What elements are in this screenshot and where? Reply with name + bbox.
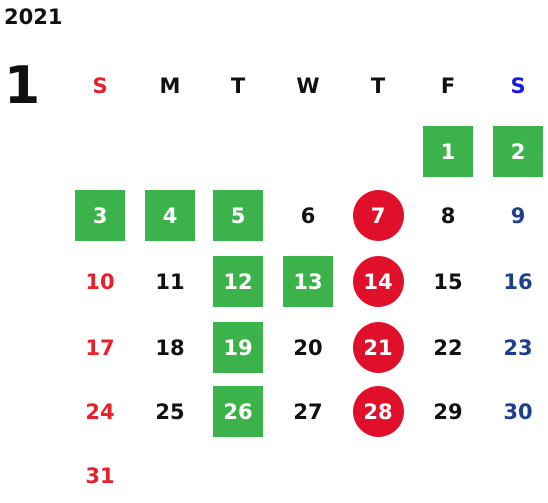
week-row: 24 25 26 27 28 29 30 (68, 386, 548, 438)
day-cell-5[interactable]: 5 (206, 190, 270, 242)
day-cell-8[interactable]: 8 (416, 190, 480, 242)
day-number: 6 (300, 204, 316, 228)
day-number: 8 (440, 204, 456, 228)
day-number: 22 (433, 336, 463, 360)
day-cell-12[interactable]: 12 (206, 256, 270, 308)
day-number: 12 (223, 270, 253, 294)
day-number: 26 (223, 400, 253, 424)
day-number: 2 (510, 140, 526, 164)
day-number: 19 (223, 336, 253, 360)
day-cell-16[interactable]: 16 (486, 256, 548, 308)
day-number: 10 (85, 270, 115, 294)
day-number: 29 (433, 400, 463, 424)
day-cell-17[interactable]: 17 (68, 322, 132, 374)
day-cell-21[interactable]: 21 (346, 322, 410, 374)
day-number: 3 (92, 204, 108, 228)
month-label: 1 (4, 56, 41, 116)
day-cell-1[interactable]: 1 (416, 126, 480, 178)
day-cell-28[interactable]: 28 (346, 386, 410, 438)
day-number: 13 (293, 270, 323, 294)
day-cell-26[interactable]: 26 (206, 386, 270, 438)
day-number: 21 (363, 336, 393, 360)
weekday-label: S (510, 74, 526, 98)
day-cell-11[interactable]: 11 (138, 256, 202, 308)
day-cell-9[interactable]: 9 (486, 190, 548, 242)
day-number: 4 (162, 204, 178, 228)
weekday-label: S (92, 74, 108, 98)
week-row: 17 18 19 20 21 22 23 (68, 322, 548, 374)
day-number: 14 (363, 270, 393, 294)
week-row: 3 4 5 6 7 8 9 (68, 190, 548, 242)
day-cell-15[interactable]: 15 (416, 256, 480, 308)
day-cell-13[interactable]: 13 (276, 256, 340, 308)
day-cell-7[interactable]: 7 (346, 190, 410, 242)
weekday-label: M (159, 74, 181, 98)
day-cell-31[interactable]: 31 (68, 450, 132, 502)
weekday-label: T (370, 74, 386, 98)
day-cell-22[interactable]: 22 (416, 322, 480, 374)
day-cell-3[interactable]: 3 (68, 190, 132, 242)
day-cell-20[interactable]: 20 (276, 322, 340, 374)
day-cell-14[interactable]: 14 (346, 256, 410, 308)
day-number: 20 (293, 336, 323, 360)
day-cell-2[interactable]: 2 (486, 126, 548, 178)
day-number: 28 (363, 400, 393, 424)
day-number: 18 (155, 336, 185, 360)
day-number: 5 (230, 204, 246, 228)
weekday-label: W (296, 74, 320, 98)
day-cell-10[interactable]: 10 (68, 256, 132, 308)
day-number: 24 (85, 400, 115, 424)
day-cell-23[interactable]: 23 (486, 322, 548, 374)
day-cell-27[interactable]: 27 (276, 386, 340, 438)
day-number: 7 (370, 204, 386, 228)
day-number: 15 (433, 270, 463, 294)
day-number: 17 (85, 336, 115, 360)
day-number: 25 (155, 400, 185, 424)
day-cell-30[interactable]: 30 (486, 386, 548, 438)
day-number: 23 (503, 336, 533, 360)
day-number: 31 (85, 464, 115, 488)
day-number: 16 (503, 270, 533, 294)
day-cell-25[interactable]: 25 (138, 386, 202, 438)
day-number: 30 (503, 400, 533, 424)
day-number: 11 (155, 270, 185, 294)
year-label: 2021 (4, 5, 63, 29)
week-row: 10 11 12 13 14 15 16 (68, 256, 548, 308)
week-row: 31 (68, 450, 548, 502)
day-number: 27 (293, 400, 323, 424)
weekday-label: F (440, 74, 456, 98)
day-cell-6[interactable]: 6 (276, 190, 340, 242)
day-cell-29[interactable]: 29 (416, 386, 480, 438)
weekday-label: T (230, 74, 246, 98)
day-cell-19[interactable]: 19 (206, 322, 270, 374)
day-cell-24[interactable]: 24 (68, 386, 132, 438)
day-number: 9 (510, 204, 526, 228)
day-cell-18[interactable]: 18 (138, 322, 202, 374)
day-cell-4[interactable]: 4 (138, 190, 202, 242)
day-number: 1 (440, 140, 456, 164)
